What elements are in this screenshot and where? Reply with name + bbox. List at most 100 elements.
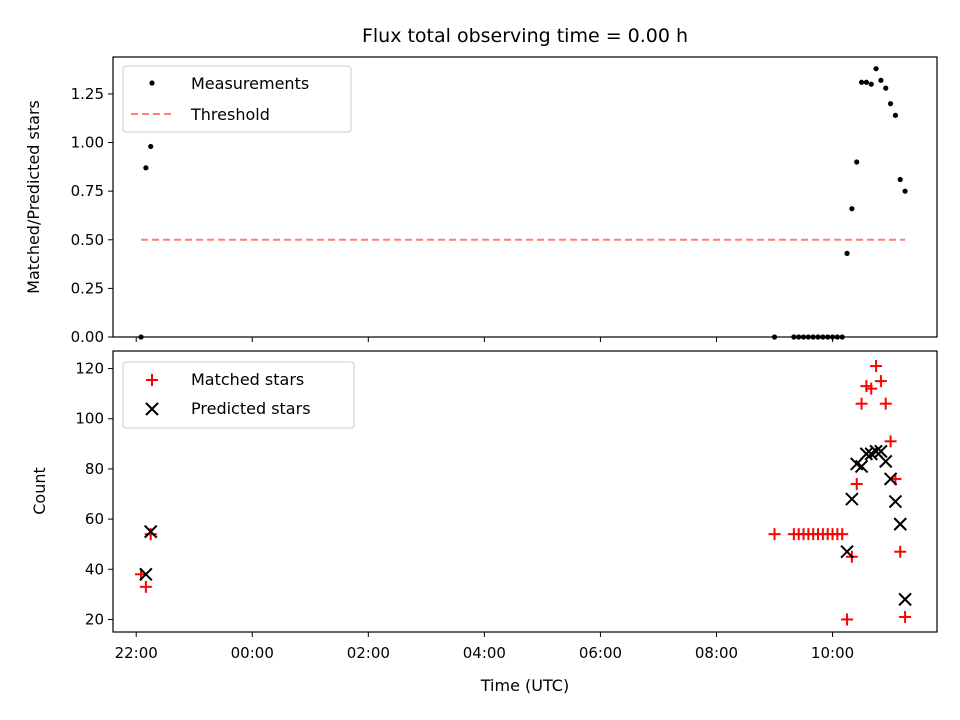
top-y-tick-label: 0.25 — [71, 279, 104, 297]
bottom-y-tick-label: 120 — [75, 360, 104, 378]
x-tick-label: 02:00 — [347, 644, 390, 662]
predicted-star-point — [888, 494, 903, 509]
predicted-star-point — [898, 592, 912, 607]
top-y-ticks: 0.00 0.25 0.50 0.75 1.00 1.25 — [71, 85, 113, 346]
legend-matched-stars-marker — [146, 374, 158, 386]
measurement-point — [143, 165, 149, 171]
legend-measurements-marker — [149, 80, 155, 86]
bottom-y-ticks: 20 40 60 80 100 120 — [75, 360, 113, 628]
measurement-point — [834, 334, 840, 340]
measurement-point — [829, 334, 836, 340]
measurement-point — [844, 250, 850, 256]
x-tick-label: 00:00 — [231, 644, 274, 662]
predicted-star-point — [854, 459, 869, 474]
measurement-point — [878, 77, 884, 83]
legend-measurements-label: Measurements — [191, 74, 309, 93]
measurement-point — [892, 112, 899, 118]
predicted-star-stroke — [888, 494, 903, 509]
measurement-point — [825, 334, 831, 340]
measurement-point — [863, 79, 869, 85]
measurement-point — [883, 85, 889, 91]
measurement-point — [771, 334, 778, 340]
matched-star-point — [855, 397, 868, 410]
top-y-tick-label: 1.25 — [71, 85, 104, 103]
matched-star-point — [874, 375, 887, 388]
matched-star-point — [850, 477, 863, 490]
top-x-ticks — [135, 337, 834, 342]
measurement-point — [820, 334, 826, 340]
bottom-data-marks — [135, 360, 912, 626]
measurement-point — [887, 101, 894, 107]
measurement-point — [839, 334, 845, 340]
bottom-y-tick-label: 80 — [85, 460, 104, 478]
legend-predicted-stars-marker — [145, 402, 159, 416]
matched-star-point — [884, 435, 897, 448]
predicted-star-point — [879, 454, 893, 469]
top-y-tick-label: 0.75 — [71, 182, 104, 200]
predicted-star-point — [139, 567, 153, 582]
bottom-plot-frame — [112, 350, 938, 633]
predicted-star-stroke — [893, 517, 907, 531]
top-panel: 0.00 0.25 0.50 0.75 1.00 1.25 Matched/Predict… — [24, 56, 938, 346]
measurement-point — [849, 206, 855, 212]
top-legend-box — [122, 65, 352, 133]
predicted-star-stroke — [845, 492, 859, 506]
bottom-y-axis-label: Count — [30, 467, 49, 515]
measurement-point — [791, 334, 797, 340]
measurement-point — [897, 176, 903, 183]
top-y-axis-label: Matched/Predicted stars — [24, 100, 43, 294]
matched-star-point — [144, 528, 157, 541]
matched-star-point — [879, 397, 892, 410]
bottom-x-ticks: 22:00 00:00 02:00 04:00 06:00 08:00 10:00 — [115, 632, 854, 662]
x-tick-label: 04:00 — [463, 644, 506, 662]
measurement-point — [815, 334, 821, 340]
predicted-star-stroke — [139, 567, 153, 582]
predicted-star-stroke — [874, 444, 888, 459]
measurement-point — [902, 188, 908, 194]
predicted-star-point — [840, 545, 854, 559]
legend-matched-stars-label: Matched stars — [191, 370, 304, 389]
predicted-star-point — [144, 524, 158, 539]
bottom-y-tick-label: 100 — [75, 410, 104, 428]
chart-title: Flux total observing time = 0.00 h — [362, 25, 688, 47]
measurement-point — [873, 66, 879, 72]
matched-star-point — [870, 360, 883, 373]
matched-star-point — [894, 545, 907, 558]
measurement-point — [800, 334, 807, 340]
matched-star-point — [139, 580, 152, 593]
measurement-point — [854, 159, 860, 165]
measurement-point — [810, 334, 816, 340]
measurement-point — [805, 334, 811, 340]
bottom-y-tick-label: 60 — [85, 510, 104, 528]
top-plot-frame — [112, 56, 938, 338]
predicted-star-stroke — [883, 472, 898, 486]
top-y-tick-label: 0.50 — [71, 231, 104, 249]
measurement-point — [868, 81, 874, 87]
predicted-star-point — [893, 517, 907, 531]
top-y-tick-label: 1.00 — [71, 134, 104, 152]
predicted-star-stroke — [898, 592, 912, 607]
predicted-star-stroke — [869, 444, 883, 459]
x-axis-label: Time (UTC) — [480, 676, 569, 695]
bottom-panel: 20 40 60 80 100 120 22:00 00:00 02:00 04:00 06:00… — [30, 350, 938, 695]
legend-threshold-label: Threshold — [190, 105, 270, 124]
legend-predicted-stars-label: Predicted stars — [191, 399, 311, 418]
x-tick-label: 06:00 — [579, 644, 622, 662]
matched-star-point — [899, 610, 912, 623]
x-tick-label: 10:00 — [811, 644, 854, 662]
predicted-star-stroke — [859, 447, 874, 461]
measurement-point — [858, 79, 865, 85]
measurement-point — [138, 334, 144, 340]
x-tick-label: 08:00 — [695, 644, 738, 662]
predicted-star-point — [845, 492, 859, 506]
bottom-y-tick-label: 40 — [85, 560, 104, 578]
bottom-legend-box — [122, 361, 355, 429]
predicted-star-stroke — [879, 454, 893, 469]
predicted-star-point — [883, 472, 898, 486]
predicted-star-point — [859, 447, 874, 461]
predicted-star-point — [874, 444, 888, 459]
matched-star-point — [841, 613, 854, 626]
predicted-star-stroke — [840, 545, 854, 559]
matched-star-point — [768, 528, 781, 541]
